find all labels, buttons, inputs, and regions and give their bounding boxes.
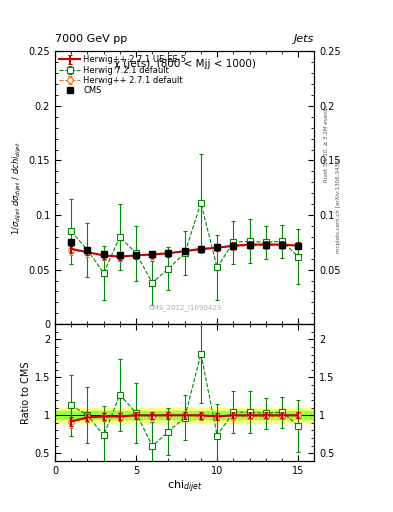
CMS: [215, 244, 220, 250]
CMS: [101, 251, 106, 258]
CMS: [247, 242, 252, 248]
CMS: [150, 251, 155, 258]
CMS: [280, 242, 285, 248]
CMS: [85, 247, 90, 253]
CMS: [166, 250, 171, 257]
Text: mcplots.cern.ch [arXiv:1306.3436]: mcplots.cern.ch [arXiv:1306.3436]: [336, 157, 341, 252]
Text: χ (jets)  (800 < Mjj < 1000): χ (jets) (800 < Mjj < 1000): [114, 59, 256, 70]
Y-axis label: Ratio to CMS: Ratio to CMS: [20, 361, 31, 424]
Text: CMS_2012_I1090423: CMS_2012_I1090423: [148, 304, 221, 311]
CMS: [263, 242, 268, 248]
CMS: [118, 252, 122, 259]
CMS: [231, 243, 236, 249]
CMS: [182, 248, 187, 254]
CMS: [198, 246, 203, 252]
X-axis label: chi$_{dijet}$: chi$_{dijet}$: [167, 478, 202, 495]
Text: Rivet 3.1.10, ≥ 3.2M events: Rivet 3.1.10, ≥ 3.2M events: [324, 105, 329, 182]
Legend: Herwig++ 2.7.1 UE-EE-5, Herwig 7.2.1 default, Herwig++ 2.7.1 default, CMS: Herwig++ 2.7.1 UE-EE-5, Herwig 7.2.1 def…: [57, 54, 188, 97]
CMS: [134, 252, 138, 259]
CMS: [69, 239, 73, 245]
Line: CMS: CMS: [68, 239, 301, 259]
CMS: [296, 243, 301, 249]
Text: 7000 GeV pp: 7000 GeV pp: [55, 33, 127, 44]
Text: Jets: Jets: [294, 33, 314, 44]
Y-axis label: 1/$\sigma_{dijet}$ $d\sigma_{dijet}$ / $dchi_{dijet}$: 1/$\sigma_{dijet}$ $d\sigma_{dijet}$ / $…: [11, 141, 24, 234]
